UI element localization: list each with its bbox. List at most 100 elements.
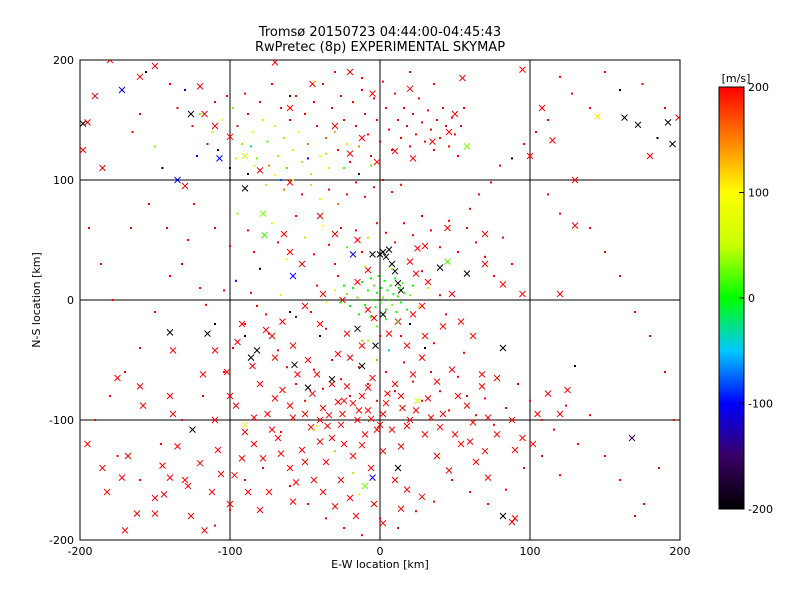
data-point-dot — [283, 137, 285, 139]
colorbar-tick-label: -200 — [748, 503, 773, 516]
data-point-dot — [334, 263, 336, 265]
data-point-dot — [364, 303, 366, 306]
data-point-dot — [349, 395, 351, 397]
data-point-dot — [373, 284, 375, 287]
data-point-x — [286, 402, 294, 409]
data-point-x — [448, 290, 456, 298]
data-point-dot — [277, 155, 279, 157]
data-point-dot — [217, 149, 219, 151]
data-point-dot — [478, 193, 480, 196]
y-tick-label: -100 — [49, 414, 74, 427]
data-point-x — [556, 410, 564, 418]
gridlines — [80, 60, 680, 540]
data-point-x — [444, 224, 451, 232]
data-point-x — [358, 342, 366, 349]
data-point-x — [166, 329, 174, 336]
data-point-x — [493, 431, 501, 438]
data-point-x — [249, 362, 256, 370]
data-point-dot — [130, 227, 132, 229]
data-point-x — [304, 356, 312, 364]
data-point-dot — [301, 161, 303, 163]
data-point-x — [234, 338, 241, 346]
data-point-x — [370, 500, 378, 508]
data-point-x — [544, 390, 552, 397]
data-point-dot — [641, 83, 644, 85]
data-point-dot — [649, 335, 651, 337]
data-point-dot — [376, 399, 378, 402]
data-point-dot — [334, 450, 336, 453]
data-point-x — [271, 60, 279, 66]
x-axis-label: E-W location [km] — [331, 558, 429, 571]
data-point-dot — [394, 390, 396, 393]
data-point-dot — [361, 281, 363, 283]
data-point-dot — [364, 195, 366, 198]
data-point-dot — [325, 152, 327, 155]
data-point-dot — [94, 419, 96, 421]
data-point-x — [325, 411, 333, 419]
colorbar-tick-label: 100 — [748, 187, 769, 200]
data-point-x — [304, 384, 312, 391]
data-point-x — [316, 320, 324, 328]
data-point-x — [271, 354, 279, 361]
data-point-x — [367, 415, 375, 423]
data-point-x — [166, 474, 174, 481]
data-point-x — [412, 270, 420, 277]
data-point-dot — [361, 339, 363, 342]
data-point-dot — [469, 207, 471, 210]
data-point-x — [364, 384, 372, 391]
data-point-x — [118, 86, 126, 94]
data-point-dot — [370, 164, 372, 167]
data-point-x — [328, 380, 336, 388]
data-point-x — [499, 344, 507, 352]
data-point-dot — [292, 149, 294, 151]
data-point-x — [376, 421, 384, 429]
data-point-x — [80, 146, 87, 154]
data-point-dot — [346, 293, 348, 295]
data-point-dot — [154, 145, 156, 148]
data-point-dot — [511, 157, 513, 160]
data-point-dot — [412, 234, 414, 237]
data-point-x — [286, 248, 294, 256]
data-point-x — [238, 455, 246, 462]
data-point-dot — [325, 301, 327, 304]
data-point-dot — [571, 92, 573, 95]
data-point-dot — [370, 155, 372, 157]
data-point-dot — [484, 397, 486, 400]
data-point-x — [646, 152, 654, 160]
data-point-dot — [340, 301, 342, 304]
data-point-dot — [313, 428, 315, 431]
data-point-x — [201, 527, 208, 534]
data-point-x — [99, 464, 106, 472]
data-point-x — [84, 440, 91, 448]
data-point-dot — [403, 361, 405, 364]
data-point-dot — [298, 131, 300, 133]
data-point-dot — [328, 243, 330, 246]
data-point-dot — [433, 83, 435, 85]
data-point-dot — [376, 119, 378, 121]
data-point-dot — [244, 479, 246, 481]
data-point-dot — [256, 305, 258, 307]
data-point-dot — [307, 143, 309, 145]
data-point-dot — [505, 488, 507, 491]
data-point-dot — [100, 263, 102, 265]
data-point-dot — [343, 284, 345, 287]
y-tick-label: 100 — [53, 174, 74, 187]
colorbar: [m/s] 200 100 0 -100 -200 — [718, 72, 773, 516]
data-point-x — [106, 60, 114, 64]
data-point-dot — [139, 113, 141, 115]
data-point-x — [286, 104, 294, 112]
data-point-x — [481, 447, 489, 455]
data-point-x — [289, 342, 297, 349]
data-point-dot — [463, 351, 465, 354]
data-point-dot — [397, 527, 399, 529]
data-point-x — [286, 464, 294, 472]
data-point-dot — [517, 383, 519, 385]
data-point-dot — [395, 311, 398, 313]
data-point-dot — [385, 231, 387, 234]
data-point-dot — [505, 407, 507, 409]
data-point-dot — [604, 71, 606, 73]
data-point-dot — [221, 119, 224, 121]
data-point-x — [277, 450, 285, 457]
data-point-x — [394, 464, 402, 472]
data-point-x — [211, 416, 219, 424]
